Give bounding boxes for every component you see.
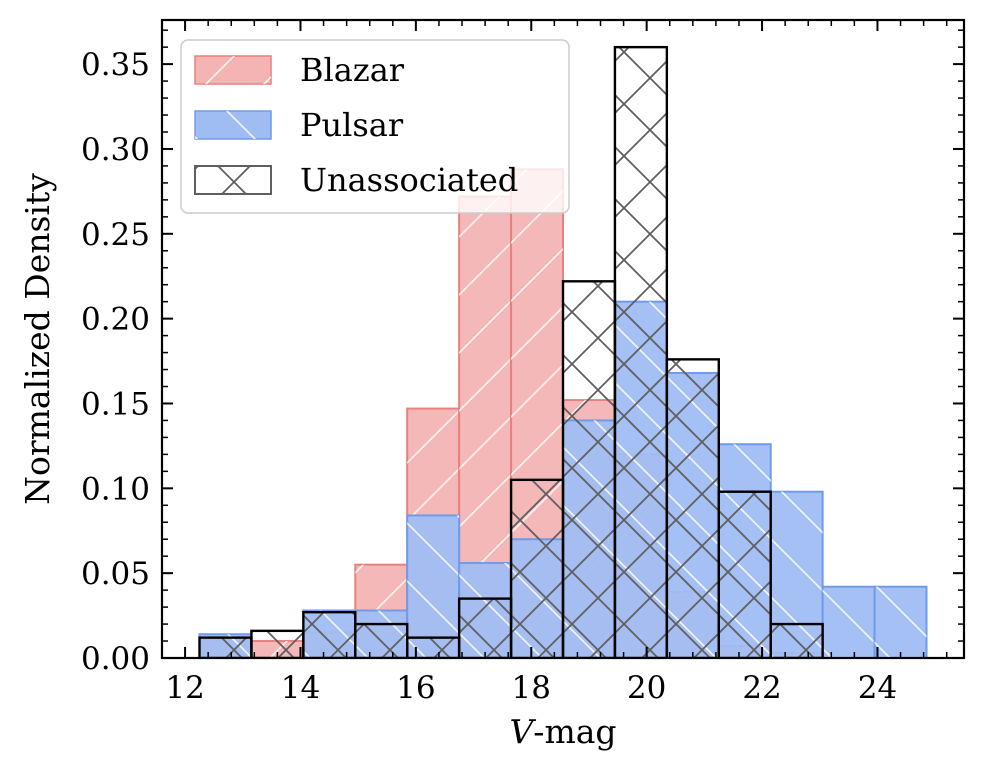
x-tick-label: 20: [627, 670, 666, 706]
y-axis-title: Normalized Density: [18, 173, 57, 505]
y-tick-label: 0.10: [81, 471, 150, 507]
legend-item-unassociated: Unassociated: [194, 161, 518, 199]
y-tick-label: 0.15: [81, 386, 150, 422]
plot-frame: [160, 18, 966, 660]
x-tick-label: 12: [165, 670, 204, 706]
unassociated-bar: [457, 597, 513, 658]
pulsar-bar-hatch: [874, 586, 927, 658]
legend-label-pulsar: Pulsar: [300, 106, 404, 144]
y-tick-label: 0.05: [81, 556, 150, 592]
unassociated-bar: [717, 490, 772, 658]
y-tick-label: 0.00: [81, 641, 150, 677]
x-tick-label: 16: [396, 670, 435, 706]
x-tick-label: 24: [858, 670, 897, 706]
unassociated-bar: [769, 622, 824, 658]
bars-layer: [198, 45, 928, 658]
x-tick-label: 14: [281, 670, 320, 706]
pulsar-bar-hatch: [822, 586, 875, 658]
unassociated-bar: [665, 358, 720, 658]
x-axis-title-italic: V: [509, 712, 536, 751]
unassociated-bar: [198, 636, 253, 658]
y-tick-label: 0.20: [81, 302, 150, 338]
unassociated-bar: [302, 610, 357, 658]
legend-item-pulsar: Pulsar: [194, 106, 404, 144]
x-axis-title: V-mag: [509, 712, 616, 751]
unassociated-bar: [561, 280, 617, 658]
unassociated-bar: [354, 622, 409, 658]
x-tick-label: 18: [512, 670, 551, 706]
x-axis-title-rest: -mag: [533, 712, 616, 751]
legend-label-unassociated: Unassociated: [300, 161, 518, 199]
legend-swatch-pulsar-hatch: [195, 111, 271, 139]
y-tick-label: 0.25: [81, 217, 150, 253]
legend: Blazar Pulsar Unassociated: [180, 39, 570, 214]
legend-swatch-blazar-hatch: [195, 56, 271, 84]
legend-item-blazar: Blazar: [194, 51, 405, 89]
unassociated-bar: [613, 45, 669, 658]
y-tick-label: 0.35: [81, 47, 150, 83]
pulsar-bar-hatch: [407, 515, 460, 658]
x-tick-label: 22: [742, 670, 781, 706]
legend-swatch-unassociated: [194, 165, 272, 195]
unassociated-bar: [509, 478, 565, 658]
y-tick-label: 0.30: [81, 132, 150, 168]
ticks-layer: 12 14 16 18 20 22 24 0.00 0.05 0.10 0.15 0.20 0.25 0.…: [81, 20, 964, 706]
legend-label-blazar: Blazar: [300, 51, 405, 89]
legend-box: [180, 39, 570, 214]
